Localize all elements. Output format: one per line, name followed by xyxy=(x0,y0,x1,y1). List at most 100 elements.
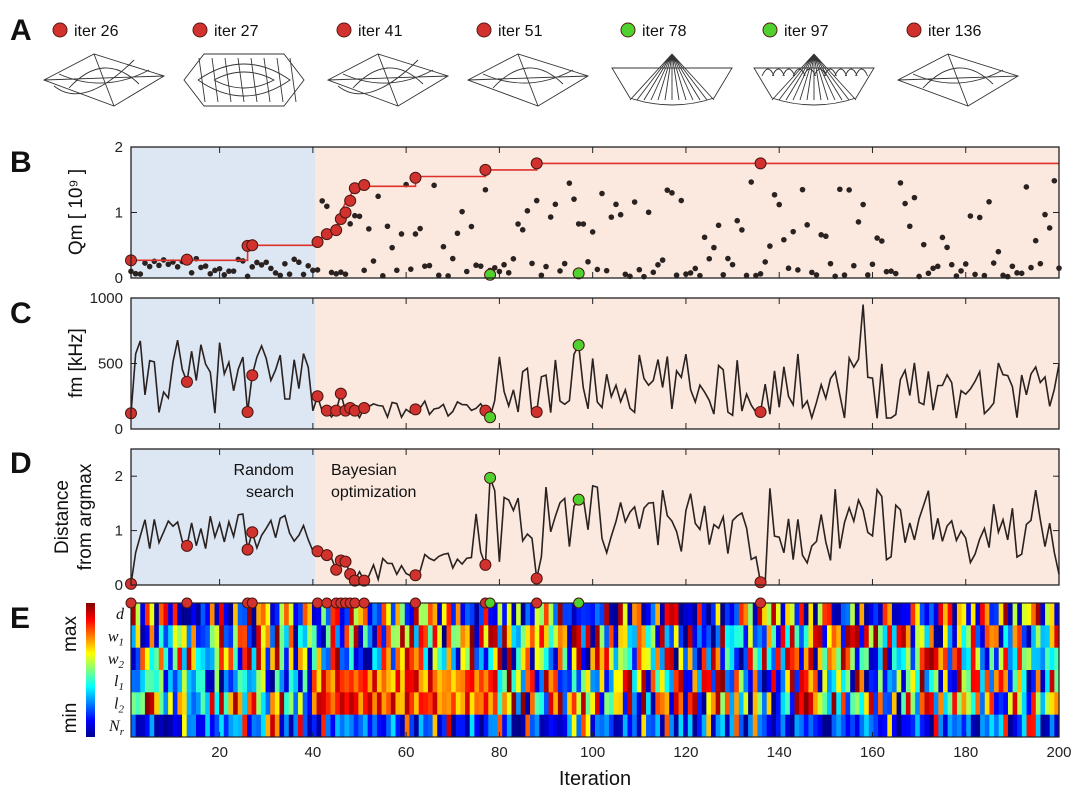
panel-label-a: A xyxy=(10,14,32,47)
heatmap-cell xyxy=(353,625,359,648)
heatmap-cell xyxy=(775,714,782,738)
annotation-random: Random xyxy=(234,462,294,479)
heatmap-cell xyxy=(543,603,550,626)
heatmap-cell xyxy=(367,647,373,671)
heatmap-cell xyxy=(729,714,735,738)
heatmap-cell xyxy=(414,625,420,648)
heatmap-cell xyxy=(330,603,336,626)
heatmap-cell xyxy=(506,670,513,693)
qm-point xyxy=(930,265,936,272)
heatmap-cell xyxy=(595,603,601,626)
heatmap-cell xyxy=(520,670,526,693)
heatmap-cell xyxy=(831,692,837,715)
heatmap-cell xyxy=(567,603,573,626)
heatmap-cell xyxy=(214,670,220,693)
heatmap-cell xyxy=(270,692,276,715)
heatmap-cell xyxy=(390,670,397,693)
heatmap-cell xyxy=(743,603,749,626)
qm-point xyxy=(328,269,335,276)
qm-point xyxy=(174,264,181,270)
heatmap-cell xyxy=(376,670,383,693)
heatmap-cell xyxy=(701,625,707,648)
heatmap-cell xyxy=(1049,692,1055,715)
heatmap-cell xyxy=(757,670,763,693)
heatmap-cell xyxy=(135,603,141,626)
heatmap-cell xyxy=(437,603,443,626)
heatmap-cell xyxy=(474,692,480,715)
heatmap-cell xyxy=(214,714,220,738)
heatmap-cell xyxy=(683,647,689,671)
heatmap-cell xyxy=(548,603,554,626)
heatmap-cell xyxy=(840,670,847,693)
heatmap-cell xyxy=(441,692,448,715)
heatmap-cell xyxy=(822,714,828,738)
heatmap-cell xyxy=(395,603,401,626)
heatmap-cell xyxy=(613,670,619,693)
heatmap-cell xyxy=(975,714,981,738)
heatmap-cell xyxy=(511,603,517,626)
heatmap-cell xyxy=(627,692,633,715)
heatmap-cell xyxy=(400,603,406,626)
qm-point xyxy=(561,260,568,267)
heatmap-cell xyxy=(414,670,420,693)
heatmap-cell xyxy=(460,714,466,738)
heatmap-cell xyxy=(302,670,308,693)
heatmap-cell xyxy=(622,603,629,626)
annotation-search: search xyxy=(246,484,294,501)
heatmap-cell xyxy=(576,670,582,693)
heatmap-cell xyxy=(1026,670,1032,693)
heatmap-cell xyxy=(353,714,359,738)
qm-point xyxy=(762,259,769,265)
qm-point xyxy=(515,221,521,227)
heatmap-cell xyxy=(613,692,619,715)
iter-marker-icon xyxy=(192,22,208,38)
heatmap-cell xyxy=(943,625,949,648)
heatmap-cell xyxy=(381,692,387,715)
heatmap-cell xyxy=(581,692,587,715)
heatmap-cell xyxy=(896,647,902,671)
heatmap-cell xyxy=(1045,714,1051,738)
heatmap-cell xyxy=(140,670,146,693)
heatmap-cell xyxy=(687,603,694,626)
heatmap-cell xyxy=(219,692,225,715)
heatmap-cell xyxy=(1031,670,1037,693)
qm-point xyxy=(137,271,144,277)
heatmap-cell xyxy=(163,692,169,715)
heatmap-cell xyxy=(766,692,772,715)
heatmap-cell xyxy=(891,603,898,626)
heatmap-cell xyxy=(534,603,540,626)
fm-marker xyxy=(754,405,767,418)
heatmap-cell xyxy=(803,692,810,715)
heatmap-cell xyxy=(724,647,731,671)
heatmap-cell xyxy=(567,692,573,715)
heatmap-cell xyxy=(451,603,457,626)
fm-marker xyxy=(334,387,347,400)
row-label-subscript: 2 xyxy=(119,704,125,716)
heatmap-cell xyxy=(887,647,893,671)
heatmap-cell xyxy=(1007,714,1014,738)
qm-point xyxy=(986,199,992,205)
heatmap-cell xyxy=(502,670,508,693)
qm-point xyxy=(636,266,643,273)
qm-point xyxy=(687,270,694,276)
heatmap-cell xyxy=(738,692,745,715)
heatmap-cell xyxy=(1021,603,1028,626)
header-item-iter-26: iter 26 xyxy=(42,22,166,107)
heatmap-cell xyxy=(228,647,234,671)
x-tick-label: 120 xyxy=(673,744,698,761)
heatmap-cell xyxy=(437,647,443,671)
heatmap-cell xyxy=(186,625,192,648)
qm-point xyxy=(272,270,279,276)
heatmap-cell xyxy=(506,625,513,648)
qm-point xyxy=(617,211,624,218)
heatmap-cell xyxy=(530,670,536,693)
heatmap-cell xyxy=(975,647,981,671)
heatmap-cell xyxy=(919,625,926,648)
heatmap-cell xyxy=(163,670,169,693)
heatmap-cell xyxy=(850,603,856,626)
heatmap-cell xyxy=(692,692,698,715)
heatmap-cell xyxy=(590,670,596,693)
resonator-shape-icon xyxy=(896,53,1020,107)
heatmap-cell xyxy=(172,670,178,693)
heatmap-cell xyxy=(488,670,494,693)
